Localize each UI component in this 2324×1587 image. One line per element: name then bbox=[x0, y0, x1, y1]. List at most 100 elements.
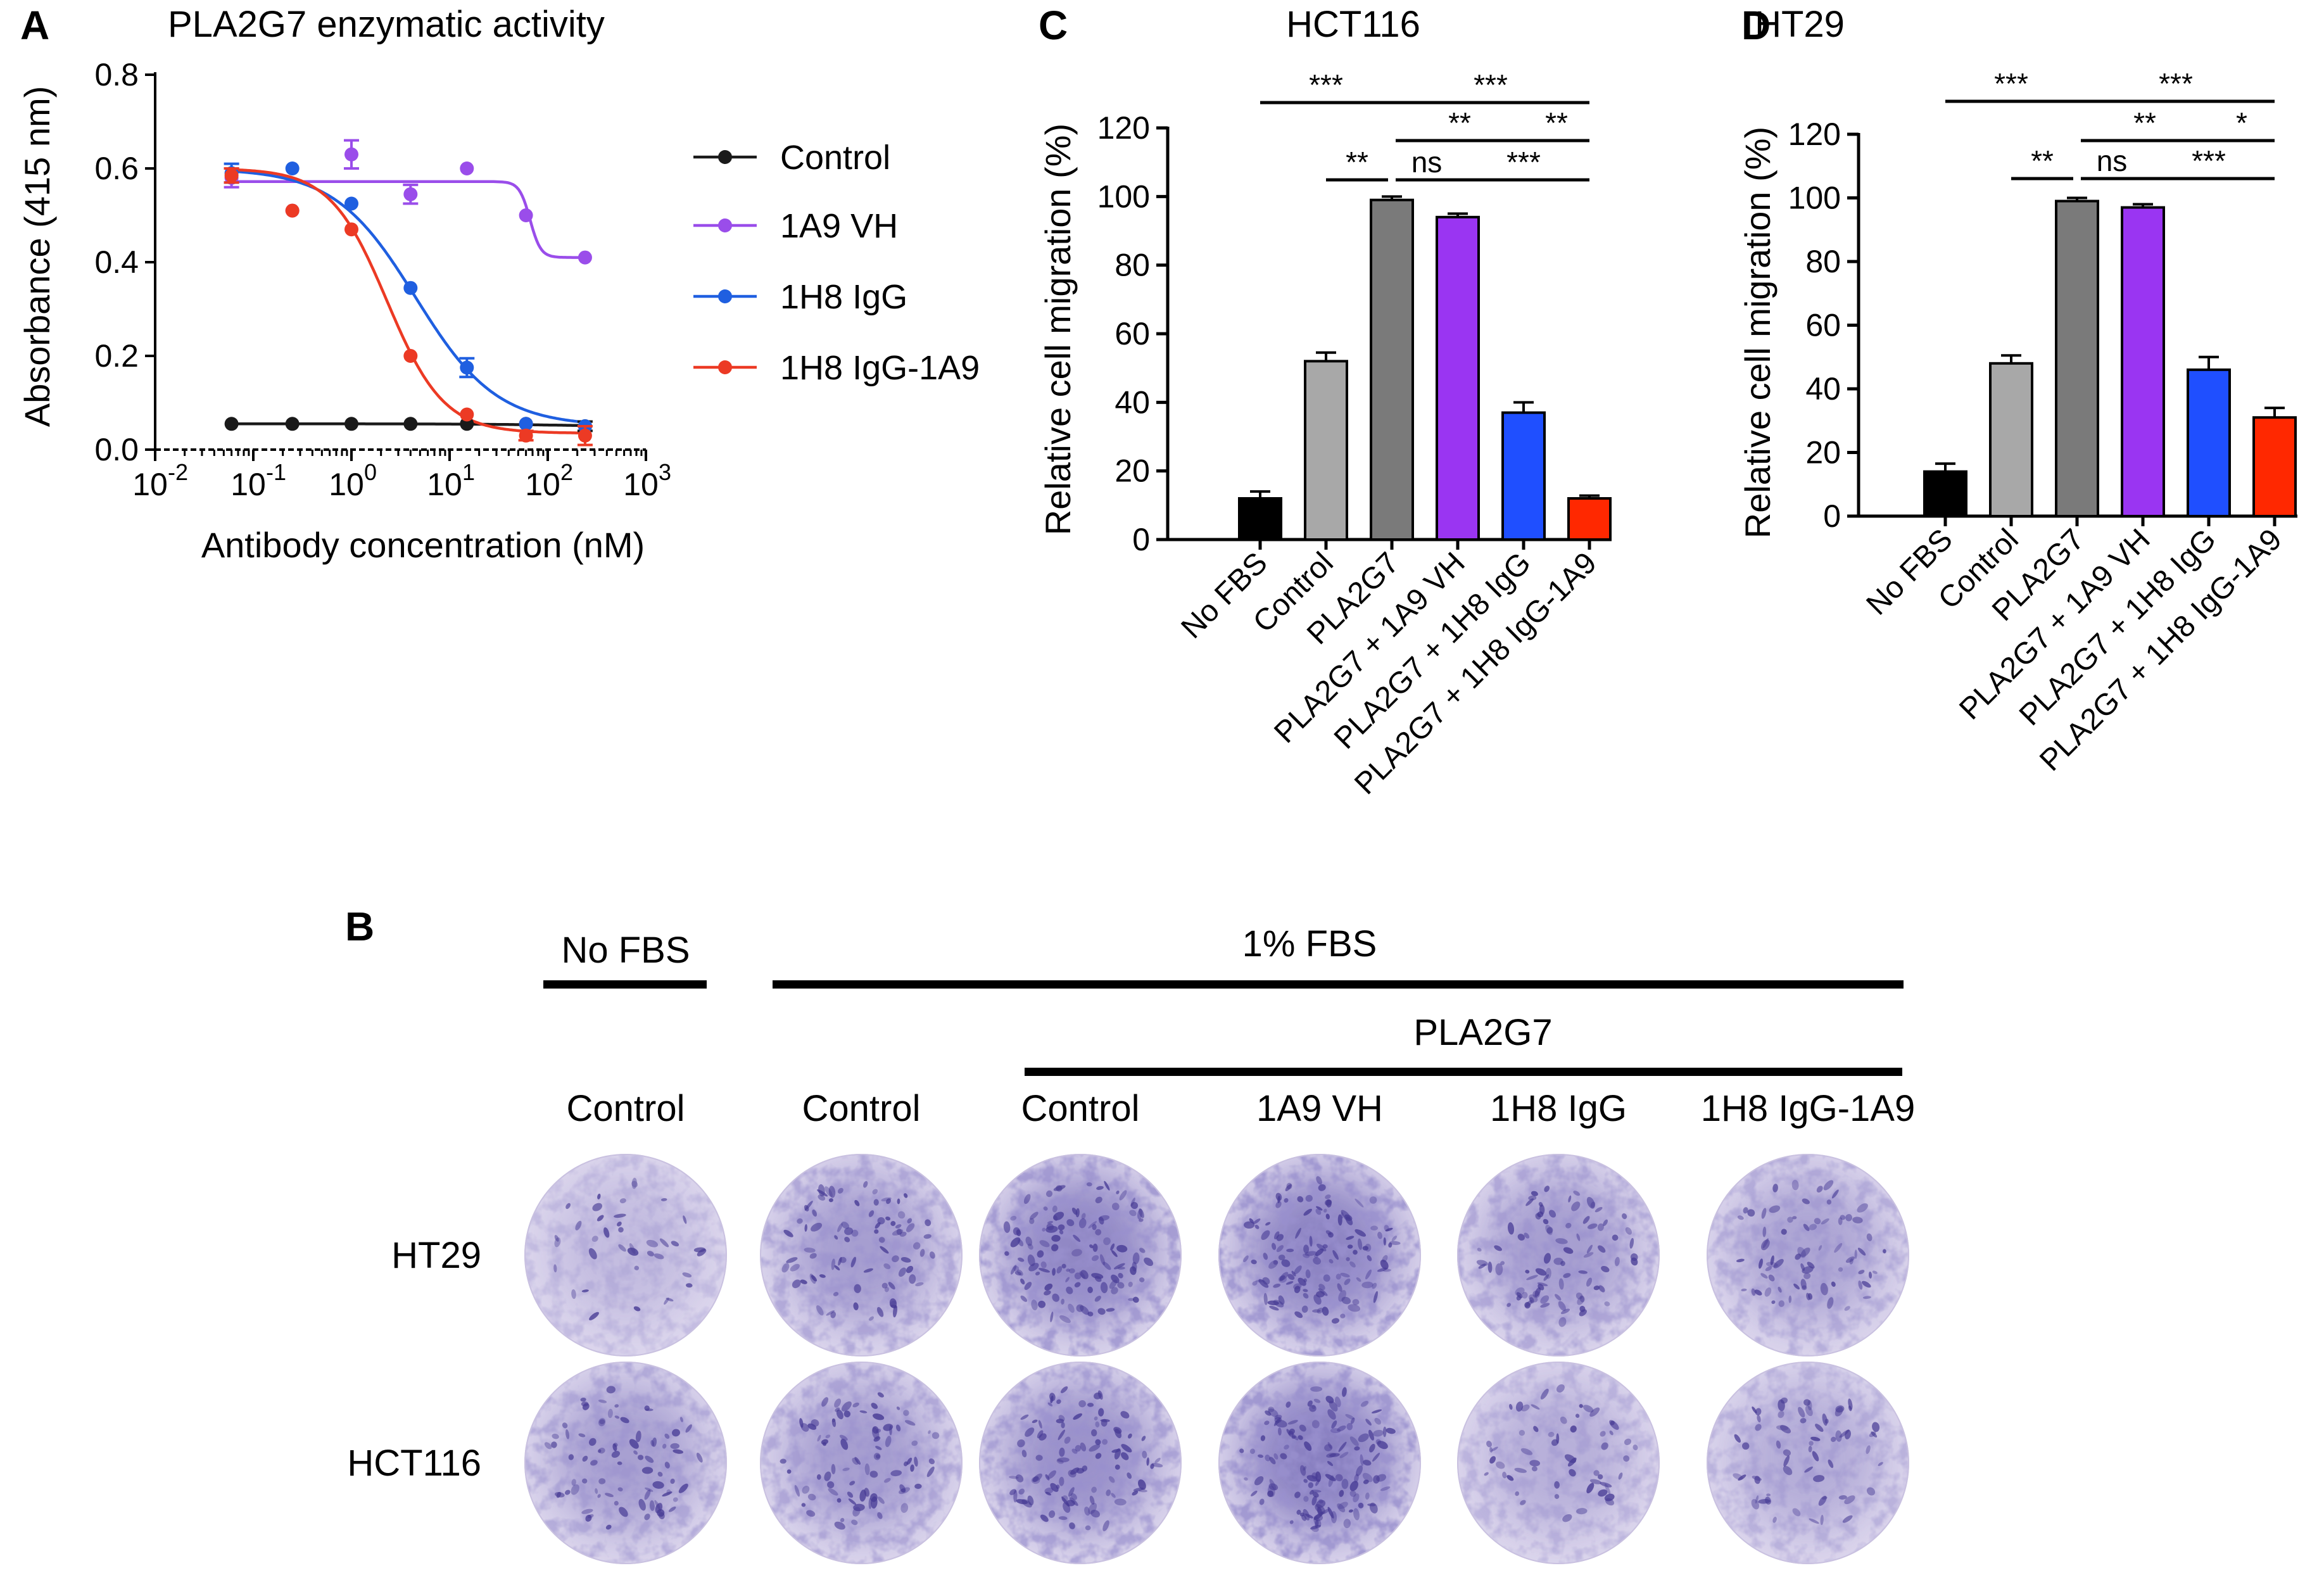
cell-blob bbox=[595, 1488, 598, 1494]
cell-blob bbox=[878, 1237, 885, 1243]
cell-blob bbox=[1294, 1265, 1302, 1275]
cell-blob bbox=[1056, 1458, 1064, 1464]
cell-blob bbox=[1094, 1392, 1102, 1400]
cell-blob bbox=[1039, 1240, 1050, 1248]
cell-blob bbox=[1075, 1208, 1080, 1218]
cell-blob bbox=[598, 1448, 605, 1454]
cell-blob bbox=[1102, 1520, 1109, 1532]
cell-blob bbox=[618, 1244, 626, 1252]
cell-blob bbox=[837, 1187, 843, 1194]
well-speckle bbox=[1457, 1154, 1660, 1356]
cell-blob bbox=[780, 1458, 786, 1464]
x-tick-exponent: 3 bbox=[659, 459, 671, 485]
cell-blob bbox=[1108, 1476, 1115, 1483]
cell-blob bbox=[605, 1493, 614, 1498]
cell-blob bbox=[1571, 1201, 1581, 1211]
cell-blob bbox=[1099, 1254, 1106, 1266]
cell-blob bbox=[1061, 1298, 1064, 1305]
cell-blob bbox=[1373, 1429, 1384, 1437]
cell-blob bbox=[1554, 1481, 1560, 1489]
cell-blob bbox=[1365, 1243, 1372, 1252]
cell-blob bbox=[1035, 1455, 1043, 1461]
cell-blob bbox=[1038, 1420, 1042, 1429]
cell-blob bbox=[1787, 1217, 1793, 1223]
cell-blob bbox=[1275, 1192, 1282, 1201]
cell-blob bbox=[1146, 1457, 1149, 1466]
cell-blob bbox=[1337, 1283, 1342, 1292]
point-1a9-vh bbox=[403, 187, 418, 201]
cell-blob bbox=[1052, 1268, 1056, 1276]
cell-blob bbox=[1315, 1208, 1322, 1215]
cell-blob bbox=[1821, 1218, 1829, 1225]
cell-blob bbox=[1601, 1265, 1610, 1273]
cell-blob bbox=[1260, 1435, 1266, 1441]
cell-blob bbox=[672, 1429, 680, 1437]
cell-blob bbox=[1057, 1457, 1070, 1463]
cell-blob bbox=[1040, 1261, 1047, 1268]
cell-blob bbox=[1056, 1419, 1064, 1424]
cell-blob bbox=[662, 1491, 673, 1497]
cell-blob bbox=[1573, 1191, 1581, 1196]
cell-blob bbox=[1349, 1436, 1359, 1446]
cell-blob bbox=[617, 1221, 622, 1227]
cell-blob bbox=[1151, 1462, 1163, 1468]
cell-blob bbox=[1788, 1295, 1792, 1303]
cell-blob bbox=[1804, 1466, 1813, 1473]
group-label-1pct-fbs: 1% FBS bbox=[1242, 923, 1377, 964]
cell-blob bbox=[886, 1198, 891, 1204]
cell-blob bbox=[1303, 1253, 1310, 1258]
cell-blob bbox=[1382, 1268, 1391, 1272]
cell-blob bbox=[1776, 1440, 1781, 1449]
cell-blob bbox=[1374, 1417, 1381, 1425]
cell-blob bbox=[582, 1478, 588, 1484]
well-speckle bbox=[1707, 1362, 1909, 1564]
cell-blob bbox=[904, 1193, 908, 1198]
cell-blob bbox=[1018, 1257, 1025, 1262]
chart-c-title: HCT116 bbox=[1286, 4, 1420, 45]
cell-blob bbox=[571, 1479, 576, 1486]
category-label: No FBS bbox=[1860, 522, 1959, 621]
well bbox=[524, 1154, 727, 1356]
cell-blob bbox=[1020, 1414, 1029, 1420]
cell-blob bbox=[554, 1237, 561, 1248]
cell-blob bbox=[1337, 1214, 1342, 1226]
bar-0 bbox=[1238, 497, 1282, 541]
y-tick-label: 40 bbox=[1805, 371, 1841, 407]
cell-blob bbox=[1809, 1441, 1814, 1446]
cell-blob bbox=[1254, 1224, 1260, 1229]
cell-blob bbox=[1297, 1196, 1304, 1203]
cell-blob bbox=[1243, 1255, 1249, 1262]
cell-blob bbox=[827, 1481, 835, 1489]
cell-blob bbox=[1539, 1204, 1545, 1215]
cell-blob bbox=[1268, 1483, 1279, 1491]
cell-blob bbox=[834, 1521, 845, 1530]
cell-blob bbox=[1337, 1503, 1346, 1512]
cell-blob bbox=[892, 1255, 899, 1263]
cell-blob bbox=[631, 1180, 638, 1187]
cell-blob bbox=[1506, 1303, 1511, 1307]
cell-blob bbox=[928, 1458, 935, 1465]
cell-blob bbox=[1522, 1292, 1528, 1299]
cell-blob bbox=[1830, 1436, 1836, 1442]
cell-blob bbox=[1500, 1261, 1505, 1265]
cell-blob bbox=[821, 1397, 829, 1407]
cell-blob bbox=[1751, 1288, 1756, 1296]
cell-blob bbox=[649, 1500, 655, 1511]
legend-marker bbox=[718, 289, 732, 303]
cell-blob bbox=[1070, 1467, 1080, 1475]
cell-blob bbox=[806, 1510, 816, 1517]
bar-2 bbox=[1370, 198, 1414, 541]
cell-blob bbox=[1491, 1446, 1498, 1451]
cell-blob bbox=[1117, 1282, 1125, 1289]
cell-blob bbox=[1102, 1439, 1108, 1445]
cell-blob bbox=[1555, 1238, 1568, 1244]
cell-blob bbox=[1080, 1270, 1089, 1279]
cell-blob bbox=[1871, 1431, 1878, 1438]
cell-blob bbox=[1562, 1514, 1572, 1522]
y-tick-label: 80 bbox=[1805, 244, 1841, 279]
cell-blob bbox=[1313, 1514, 1323, 1522]
cell-blob bbox=[1037, 1430, 1044, 1439]
cell-blob bbox=[868, 1498, 872, 1509]
cell-blob bbox=[1762, 1227, 1767, 1237]
cell-blob bbox=[1734, 1434, 1741, 1443]
